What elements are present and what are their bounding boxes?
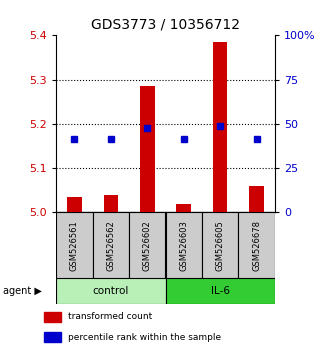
Text: GSM526603: GSM526603 <box>179 220 188 270</box>
Bar <box>44 312 61 322</box>
Bar <box>44 332 61 342</box>
Bar <box>166 212 202 278</box>
Bar <box>67 197 82 212</box>
Bar <box>249 186 264 212</box>
Text: agent ▶: agent ▶ <box>3 286 42 296</box>
Bar <box>56 212 93 278</box>
Bar <box>166 278 275 304</box>
Text: control: control <box>93 286 129 296</box>
Title: GDS3773 / 10356712: GDS3773 / 10356712 <box>91 17 240 32</box>
Bar <box>238 212 275 278</box>
Bar <box>140 86 155 212</box>
Bar <box>202 212 238 278</box>
Bar <box>93 212 129 278</box>
Bar <box>176 204 191 212</box>
Bar <box>104 195 118 212</box>
Bar <box>129 212 166 278</box>
Text: GSM526605: GSM526605 <box>215 220 225 270</box>
Text: IL-6: IL-6 <box>211 286 230 296</box>
Text: transformed count: transformed count <box>68 312 152 321</box>
Bar <box>213 42 227 212</box>
Text: GSM526678: GSM526678 <box>252 219 261 271</box>
Text: GSM526561: GSM526561 <box>70 220 79 270</box>
Text: GSM526602: GSM526602 <box>143 220 152 270</box>
Text: GSM526562: GSM526562 <box>106 220 116 270</box>
Bar <box>56 278 166 304</box>
Text: percentile rank within the sample: percentile rank within the sample <box>68 333 221 342</box>
